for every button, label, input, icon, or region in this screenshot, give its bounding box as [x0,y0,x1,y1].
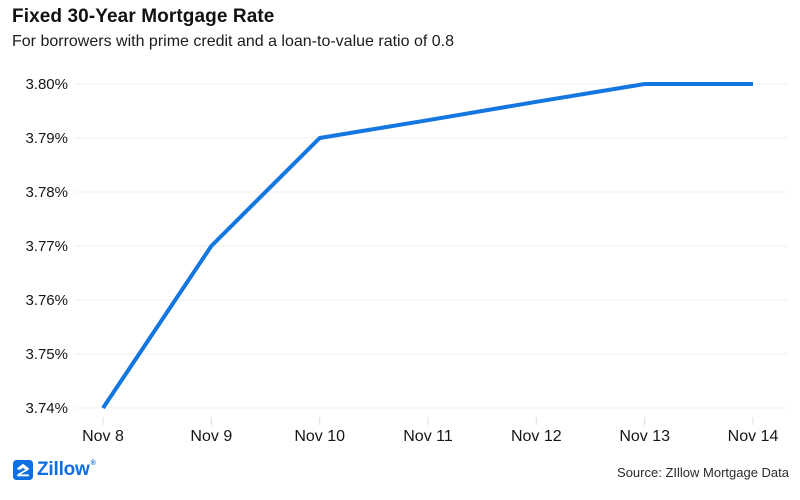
source-attribution: Source: ZIllow Mortgage Data [617,465,789,480]
x-axis-label: Nov 11 [403,428,453,445]
mortgage-rate-line [101,82,753,410]
y-axis-label: 3.77% [25,238,68,255]
zillow-logo-roof [17,463,29,470]
zillow-logo: Zillow ® [13,459,96,481]
y-axis-label: 3.74% [25,400,68,417]
zillow-logo-baseline [17,474,29,477]
x-axis-label: Nov 8 [82,428,124,445]
x-axis-label: Nov 10 [294,428,345,445]
chart-header: Fixed 30-Year Mortgage Rate For borrower… [12,6,454,51]
x-axis-label: Nov 13 [619,428,670,445]
zillow-logo-background [13,460,33,480]
y-axis-label: 3.79% [25,130,68,147]
chart-title: Fixed 30-Year Mortgage Rate [12,6,275,27]
chart-footer: Zillow ® Source: ZIllow Mortgage Data [0,452,800,500]
x-axis-label: Nov 14 [728,428,779,445]
zillow-logo-text: Zillow [37,459,90,480]
zillow-logo-icon [13,460,33,480]
y-axis-label: 3.80% [25,76,68,93]
y-axis-label: 3.78% [25,184,68,201]
registered-trademark-icon: ® [90,459,96,467]
x-axis-label: Nov 9 [190,428,232,445]
zillow-logo-diagonal [17,469,29,475]
x-axis-label: Nov 12 [511,428,562,445]
y-axis-label: 3.76% [25,292,68,309]
y-axis-label: 3.75% [25,346,68,363]
chart-subtitle: For borrowers with prime credit and a lo… [12,33,454,50]
